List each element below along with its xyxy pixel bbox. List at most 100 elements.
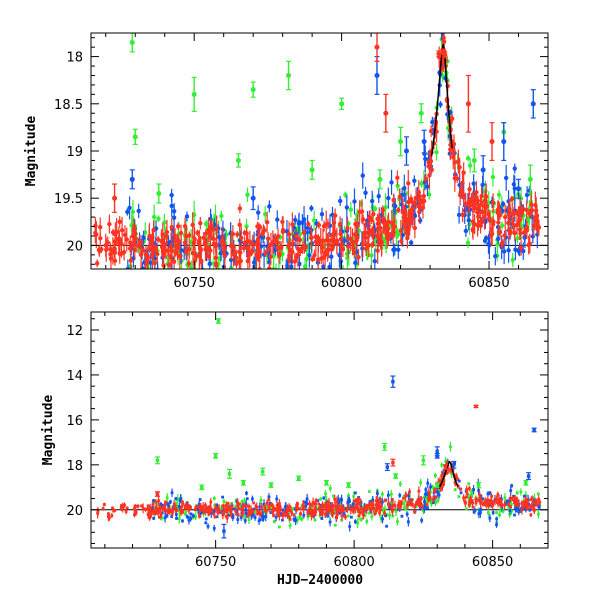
red-data-point [433,489,437,493]
blue-data-point [212,526,216,530]
blue-data-point [336,506,340,510]
red-data-point [149,510,153,514]
green-outlier-point [286,72,292,78]
red-data-point [503,503,507,507]
blue-data-point [261,514,264,518]
blue-data-point [488,516,492,520]
red-data-point [259,512,263,516]
green-outlier-point [261,469,265,474]
red-data-point [166,262,172,268]
red-data-point [119,242,124,247]
green-data-point [174,502,178,506]
green-data-point [486,200,491,206]
red-data-point [201,505,205,509]
blue-data-point [347,498,351,502]
red-data-point [224,504,228,508]
red-data-point [241,245,247,251]
blue-outlier-point [403,148,409,154]
green-data-point [490,174,496,180]
red-outlier-point [443,465,448,469]
blue-data-point [471,181,476,186]
green-data-point [356,521,360,525]
red-data-point [314,499,318,502]
red-data-point [295,253,301,258]
red-data-point [398,228,404,233]
blue-data-point [495,523,498,527]
red-data-point [119,506,123,509]
blue-outlier-point [501,139,507,145]
green-data-point [383,507,387,511]
red-data-point [529,202,534,208]
red-data-point [119,228,125,233]
red-data-point [267,266,272,269]
green-data-point [176,497,180,501]
red-data-point [234,509,238,513]
red-data-point [178,230,184,236]
red-data-point [518,245,524,251]
red-data-point [391,197,396,203]
red-data-point [413,196,419,201]
blue-data-point [338,511,342,515]
green-data-point [536,492,540,496]
blue-data-point [305,497,309,501]
red-data-point [460,212,465,218]
red-data-point [428,158,434,164]
green-data-point [467,496,471,500]
blue-data-point [459,491,463,495]
blue-data-point [212,509,216,513]
red-data-point [372,506,376,510]
blue-outlier-point [532,428,536,432]
blue-data-point [192,514,195,518]
red-data-point [482,198,488,203]
red-data-point [286,506,289,510]
blue-data-point [521,248,526,254]
blue-data-point [424,492,427,496]
red-data-point [163,503,167,507]
blue-outlier-point [526,474,531,478]
red-data-point [275,246,280,251]
red-data-point [371,211,376,217]
blue-data-point [495,517,499,521]
red-data-point [407,500,411,504]
blue-data-point [435,490,439,494]
green-data-point [431,485,435,489]
green-data-point [508,513,512,516]
red-data-point [366,243,372,248]
red-data-point [252,501,256,505]
red-data-point [237,222,242,227]
red-data-point [181,500,184,504]
green-data-point [259,498,263,502]
red-data-point [485,502,489,505]
blue-data-point [226,513,230,517]
blue-data-point [244,508,248,512]
blue-data-point [352,199,357,204]
blue-outlier-point [480,167,486,173]
red-data-point [452,160,458,165]
green-data-point [440,463,444,467]
red-data-point [166,511,170,515]
green-data-point [364,510,368,514]
blue-data-point [472,488,475,492]
red-data-point [117,219,122,224]
red-data-point [298,507,302,511]
blue-data-point [402,186,407,191]
red-data-point [315,257,321,262]
blue-data-point [514,506,517,510]
blue-data-point [322,496,326,500]
blue-data-point [152,516,156,520]
red-data-point [199,506,203,510]
blue-data-point [204,521,208,525]
red-data-point [134,511,138,515]
red-data-point [163,508,167,512]
blue-data-point [267,204,272,209]
blue-data-point [198,498,202,501]
red-data-point [509,505,512,509]
red-data-point [420,205,426,210]
blue-data-point [363,190,368,196]
green-data-point [495,511,499,514]
red-data-point [360,242,366,247]
red-data-point [338,507,341,511]
red-outlier-point [474,404,478,409]
blue-data-point [479,511,482,515]
blue-data-point [384,514,388,518]
